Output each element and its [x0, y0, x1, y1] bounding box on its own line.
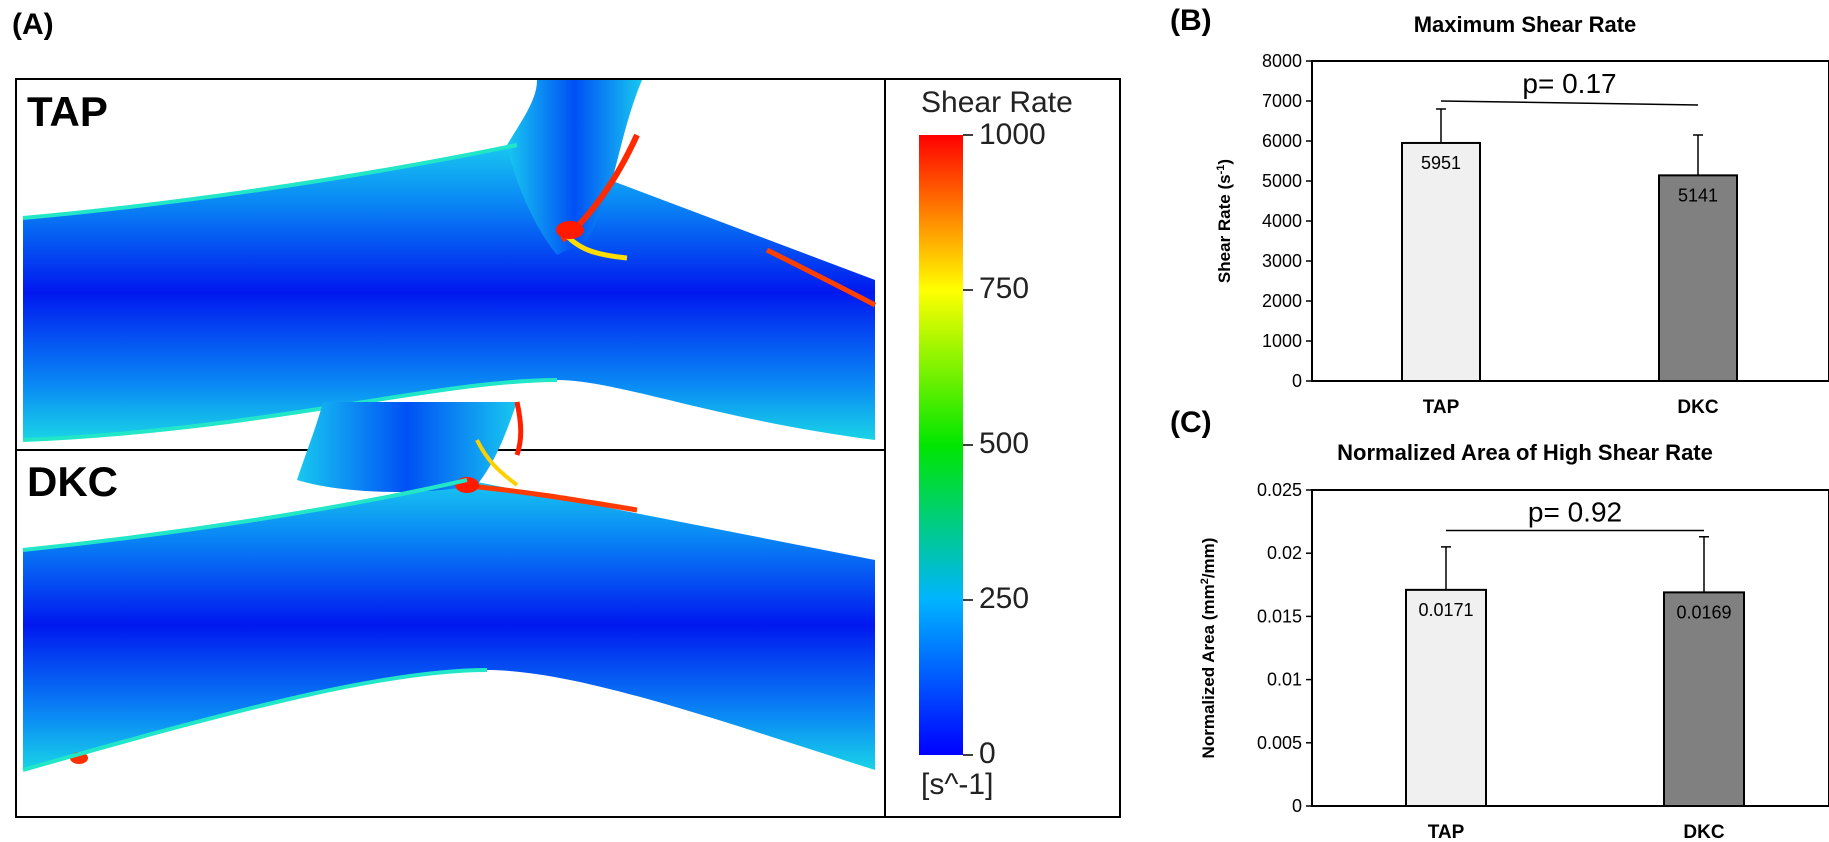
chart-c-y-tick-label: 0.02	[1267, 543, 1302, 563]
chart-c-plot: 0 0.005 0.01 0.015 0.02 0.025 Normalized Area …	[1199, 480, 1829, 842]
chart-b-y-tick-label: 6000	[1262, 131, 1302, 151]
chart-b-y-tick-label: 0	[1292, 371, 1302, 391]
chart-c-y-tick-label: 0.015	[1257, 606, 1302, 626]
chart-c-y-tick-label: 0.01	[1267, 670, 1302, 690]
tap-main-vessel	[23, 145, 875, 440]
chart-b-y-axis-title: Shear Rate (s-1)	[1215, 159, 1234, 283]
chart-b-y-tick-label: 5000	[1262, 171, 1302, 191]
colorbar-unit: [s^-1]	[921, 768, 994, 801]
chart-c-data-label: 0.0171	[1418, 600, 1473, 620]
chart-b-title: Maximum Shear Rate	[1413, 12, 1637, 37]
chart-b-y-tick-label: 2000	[1262, 291, 1302, 311]
colorbar-title: Shear Rate	[921, 86, 1073, 119]
tap-branch-vessel	[507, 80, 642, 255]
chart-c-bar-dkc	[1663, 591, 1745, 807]
dkc-main-vessel	[23, 480, 875, 770]
colorbar-gradient-bar	[919, 135, 963, 755]
chart-b-data-label: 5951	[1421, 153, 1461, 173]
chart-b-y-tick-label: 7000	[1262, 91, 1302, 111]
chart-c-bar-tap	[1405, 588, 1487, 807]
panel-label-b: (B)	[1170, 4, 1212, 37]
shear-rate-contour-figure: TAP DKC Shear Rate 1000 750 500 250 0 [s…	[15, 78, 1121, 818]
chart-b-plot-frame	[1311, 60, 1829, 382]
chart-c-y-tick-label: 0.005	[1257, 733, 1302, 753]
chart-c-y-axis-title: Normalized Area (mm2/mm)	[1199, 538, 1218, 759]
dkc-high-shear-branch	[475, 439, 519, 487]
chart-b-y-tick-label: 3000	[1262, 251, 1302, 271]
chart-b-p-value: p= 0.17	[1522, 68, 1616, 99]
chart-c-y-tick-label: 0	[1292, 796, 1302, 816]
chart-b-x-category-label: DKC	[1677, 397, 1718, 418]
dkc-high-shear-edge	[514, 401, 524, 456]
chart-c-title: Normalized Area of High Shear Rate	[1337, 440, 1713, 465]
tap-image-label: TAP	[27, 88, 108, 135]
tap-junction-hotspot	[556, 221, 584, 239]
chart-c-x-category-label: TAP	[1428, 822, 1465, 842]
chart-b-y-tick-label: 4000	[1262, 211, 1302, 231]
tap-high-shear-wall	[765, 247, 877, 308]
chart-b-data-label: 5141	[1678, 185, 1718, 205]
dkc-branch-vessel	[297, 402, 517, 492]
chart-b-bar-dkc	[1658, 174, 1738, 382]
chart-c-plot-frame	[1311, 489, 1829, 807]
panel-label-a: (A)	[12, 8, 54, 41]
dkc-lower-wall	[22, 668, 488, 772]
colorbar-tick-label: 0	[979, 737, 996, 770]
dkc-vessel	[22, 401, 875, 772]
dkc-upper-wall	[22, 478, 468, 552]
chart-b-y-tick-label: 1000	[1262, 331, 1302, 351]
colorbar-tick-label: 250	[979, 582, 1030, 615]
colorbar-tick-label: 1000	[979, 118, 1046, 151]
chart-c-x-category-label: DKC	[1683, 822, 1724, 842]
colorbar-tick-label: 750	[979, 272, 1030, 305]
dkc-junction-hotspot	[455, 477, 479, 493]
chart-c-y-tick-label: 0.025	[1257, 480, 1302, 500]
chart-c-data-label: 0.0169	[1676, 602, 1731, 622]
tap-upper-wall	[22, 143, 518, 220]
colorbar-tick-label: 500	[979, 427, 1030, 460]
chart-b-x-category-label: TAP	[1423, 397, 1460, 418]
tap-vessel	[22, 80, 877, 442]
chart-b-bar-tap	[1401, 141, 1481, 382]
chart-b-significance-line	[1440, 100, 1699, 106]
chart-b-plot: 0 1000 2000 3000 4000 5000 6000 7000 8000 Shear R…	[1215, 51, 1829, 418]
chart-b-y-tick-label: 8000	[1262, 51, 1302, 71]
chart-c-p-value: p= 0.92	[1528, 497, 1622, 528]
dkc-image-label: DKC	[27, 458, 118, 505]
vessel-contour-drawing	[17, 80, 973, 816]
panel-label-c: (C)	[1170, 406, 1212, 439]
